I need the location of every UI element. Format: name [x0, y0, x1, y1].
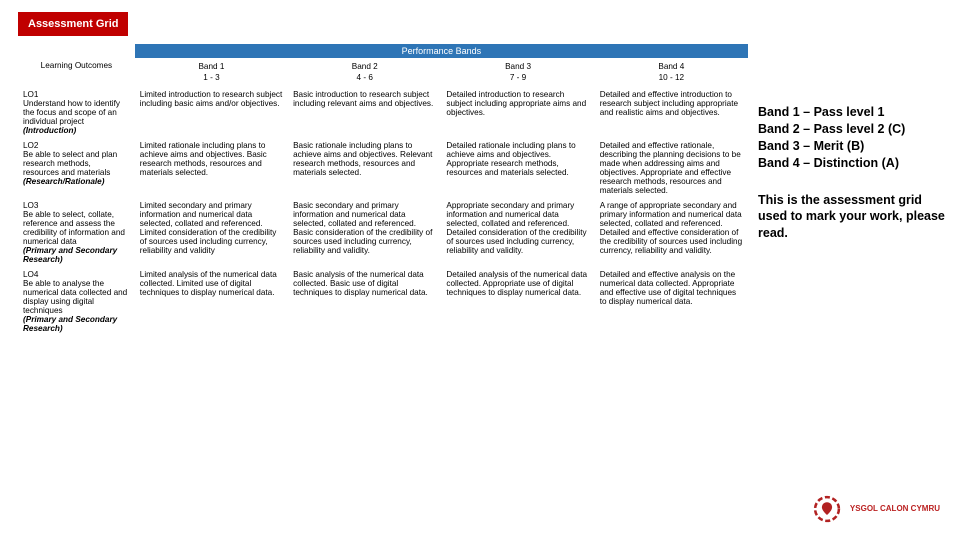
band-header-4: Band 410 - 12 — [595, 58, 748, 87]
grid-cell: A range of appropriate secondary and pri… — [595, 198, 748, 267]
note-text: This is the assessment grid used to mark… — [758, 192, 948, 243]
main-layout: Learning Outcomes Performance Bands Band… — [0, 36, 960, 336]
grid-cell: Detailed introduction to research subjec… — [441, 87, 594, 138]
table-row: LO2Be able to select and plan research m… — [18, 138, 748, 198]
grid-cell: Detailed and effective rationale, descri… — [595, 138, 748, 198]
assessment-table-wrap: Learning Outcomes Performance Bands Band… — [18, 44, 748, 336]
table-row: LO4Be able to analyse the numerical data… — [18, 267, 748, 336]
lo-cell: LO4Be able to analyse the numerical data… — [18, 267, 135, 336]
page-title: Assessment Grid — [18, 12, 128, 36]
grid-cell: Detailed and effective analysis on the n… — [595, 267, 748, 336]
performance-bands-header: Performance Bands — [135, 44, 748, 58]
band-header-1: Band 11 - 3 — [135, 58, 288, 87]
grid-cell: Detailed and effective introduction to r… — [595, 87, 748, 138]
grid-cell: Limited introduction to research subject… — [135, 87, 288, 138]
assessment-table: Learning Outcomes Performance Bands Band… — [18, 44, 748, 336]
sidebar: Band 1 – Pass level 1 Band 2 – Pass leve… — [758, 44, 948, 336]
table-row: LO1Understand how to identify the focus … — [18, 87, 748, 138]
grid-cell: Detailed rationale including plans to ac… — [441, 138, 594, 198]
legend-line: Band 4 – Distinction (A) — [758, 155, 948, 172]
lo-header: Learning Outcomes — [18, 44, 135, 87]
logo-text: YSGOL CALON CYMRU — [850, 505, 940, 514]
band-legend: Band 1 – Pass level 1 Band 2 – Pass leve… — [758, 104, 948, 172]
band-header-2: Band 24 - 6 — [288, 58, 441, 87]
band-header-3: Band 37 - 9 — [441, 58, 594, 87]
school-logo: YSGOL CALON CYMRU — [810, 492, 940, 526]
grid-cell: Limited rationale including plans to ach… — [135, 138, 288, 198]
grid-cell: Basic introduction to research subject i… — [288, 87, 441, 138]
legend-line: Band 2 – Pass level 2 (C) — [758, 121, 948, 138]
grid-cell: Basic rationale including plans to achie… — [288, 138, 441, 198]
legend-line: Band 3 – Merit (B) — [758, 138, 948, 155]
table-row: LO3Be able to select, collate, reference… — [18, 198, 748, 267]
lo-cell: LO3Be able to select, collate, reference… — [18, 198, 135, 267]
lo-cell: LO1Understand how to identify the focus … — [18, 87, 135, 138]
grid-cell: Limited secondary and primary informatio… — [135, 198, 288, 267]
grid-cell: Limited analysis of the numerical data c… — [135, 267, 288, 336]
grid-cell: Detailed analysis of the numerical data … — [441, 267, 594, 336]
legend-line: Band 1 – Pass level 1 — [758, 104, 948, 121]
logo-icon — [810, 492, 844, 526]
lo-cell: LO2Be able to select and plan research m… — [18, 138, 135, 198]
grid-cell: Basic analysis of the numerical data col… — [288, 267, 441, 336]
grid-cell: Basic secondary and primary information … — [288, 198, 441, 267]
grid-cell: Appropriate secondary and primary inform… — [441, 198, 594, 267]
